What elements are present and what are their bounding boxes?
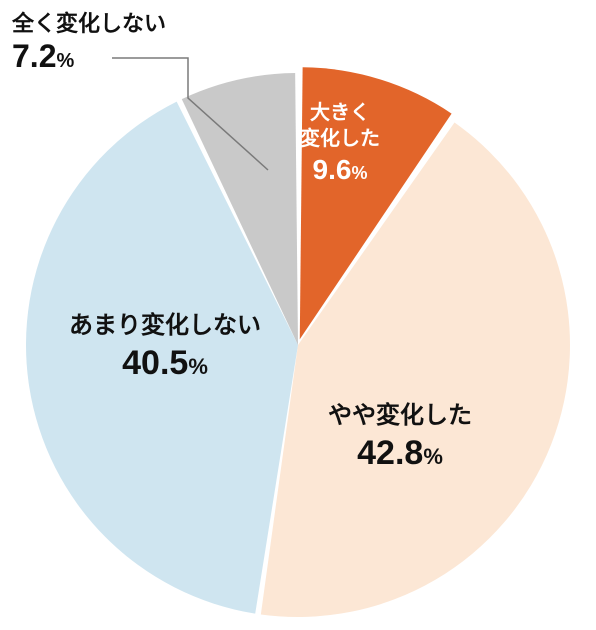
pie-svg bbox=[0, 0, 596, 630]
pie-chart: 大きく変化した9.6%やや変化した42.8%あまり変化しない40.5%全く変化し… bbox=[0, 0, 596, 630]
